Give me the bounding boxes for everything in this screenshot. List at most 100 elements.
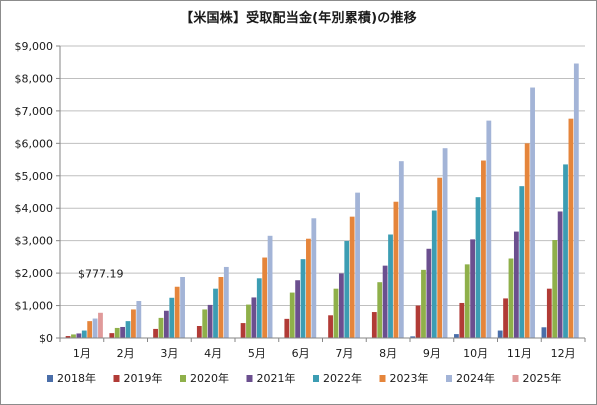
bar-2018年-9月 <box>410 336 416 338</box>
x-tick-label: 9月 <box>423 347 441 360</box>
bar-2020年-5月 <box>246 304 251 338</box>
bar-2020年-6月 <box>289 292 295 338</box>
x-tick-label: 3月 <box>160 347 178 360</box>
bar-2022年-3月 <box>169 297 175 338</box>
bar-2019年-3月 <box>153 328 158 338</box>
bar-2023年-2月 <box>131 309 136 338</box>
x-tick-label: 11月 <box>507 347 532 360</box>
bar-2024年-1月 <box>92 318 98 338</box>
axes <box>56 45 586 342</box>
bar-2019年-10月 <box>459 302 465 338</box>
bar-2021年-7月 <box>338 273 344 338</box>
bar-2024年-3月 <box>180 277 185 338</box>
x-tick-label: 10月 <box>463 347 488 360</box>
bar-2021年-8月 <box>382 265 388 338</box>
x-tick-label: 1月 <box>73 347 91 360</box>
y-tick-label: $6,000 <box>15 137 54 150</box>
y-tick-labels: $0 $1,000 $2,000 $3,000 $4,000 $5,000 $6,000 $7… <box>15 40 54 345</box>
bar-2019年-5月 <box>240 323 246 338</box>
y-tick-label: $9,000 <box>15 40 54 53</box>
bar-2023年-11月 <box>524 143 530 338</box>
bar-2021年-11月 <box>513 231 519 338</box>
bar-2020年-8月 <box>377 282 383 338</box>
bar-2022年-10月 <box>475 197 481 338</box>
bar-2022年-11月 <box>519 186 525 338</box>
y-tick-label: $8,000 <box>15 72 54 85</box>
bar-2023年-12月 <box>568 118 574 338</box>
legend-swatch-2024年 <box>446 375 452 382</box>
bar-2022年-2月 <box>125 321 131 338</box>
y-tick-label: $7,000 <box>15 105 54 118</box>
bar-2019年-9月 <box>415 305 421 338</box>
y-tick-label: $1,000 <box>15 300 54 313</box>
y-tick-label: $3,000 <box>15 235 54 248</box>
bar-2021年-5月 <box>251 297 257 338</box>
y-tick-label: $4,000 <box>15 202 54 215</box>
bar-2022年-4月 <box>213 288 218 338</box>
bar-2024年-7月 <box>355 192 360 338</box>
bar-2018年-10月 <box>454 334 459 338</box>
bar-2024年-6月 <box>311 218 317 338</box>
bar-2025年-1月 <box>98 312 103 338</box>
bar-2022年-1月 <box>81 330 87 338</box>
gridlines <box>60 45 585 339</box>
bar-2021年-1月 <box>76 333 82 338</box>
legend-label: 2021年 <box>257 371 296 385</box>
x-tick-label: 6月 <box>292 347 310 360</box>
legend-label: 2019年 <box>124 371 163 385</box>
bar-2022年-8月 <box>388 234 393 338</box>
bar-2021年-6月 <box>295 280 301 338</box>
bar-2024年-9月 <box>442 148 448 338</box>
bar-2020年-11月 <box>508 258 514 338</box>
legend-label: 2023年 <box>390 371 429 385</box>
bar-2020年-3月 <box>158 317 164 338</box>
legend-swatch-2023年 <box>379 375 386 382</box>
bar-2019年-6月 <box>284 318 290 338</box>
bar-2018年-11月 <box>497 330 503 338</box>
bar-2024年-11月 <box>530 87 535 338</box>
y-tick-label: $0 <box>39 332 53 345</box>
bar-2020年-9月 <box>421 269 426 338</box>
y-tick-label: $5,000 <box>15 170 54 183</box>
bar-2020年-10月 <box>464 264 470 338</box>
bar-2022年-6月 <box>300 259 306 338</box>
legend-label: 2022年 <box>323 371 362 385</box>
bar-2019年-8月 <box>371 312 377 338</box>
legend-swatch-2018年 <box>47 375 53 382</box>
bar-2024年-10月 <box>486 120 492 338</box>
bar-2023年-4月 <box>218 277 224 338</box>
legend-label: 2020年 <box>190 371 229 385</box>
bar-2023年-5月 <box>262 257 268 338</box>
legend-swatch-2022年 <box>313 375 319 382</box>
bar-2019年-1月 <box>65 336 71 338</box>
x-tick-labels: 1月 2月 3月 4月 5月 6月 7月 8月 9月 10月 11月 12月 <box>73 347 576 360</box>
legend-swatch-2020年 <box>180 375 186 382</box>
bar-2021年-10月 <box>470 239 476 338</box>
x-tick-label: 5月 <box>248 347 266 360</box>
x-tick-label: 7月 <box>335 347 353 360</box>
bar-2019年-12月 <box>546 288 552 338</box>
bar-2021年-3月 <box>163 310 169 338</box>
bar-2024年-4月 <box>223 266 229 338</box>
bar-2022年-9月 <box>431 210 437 338</box>
x-tick-label: 4月 <box>204 347 222 360</box>
bar-2022年-12月 <box>563 164 568 338</box>
bar-2024年-8月 <box>398 161 404 338</box>
bar-2020年-7月 <box>333 288 339 338</box>
annotations: $777.19 <box>78 268 124 281</box>
bar-2023年-7月 <box>349 216 355 338</box>
bar-2023年-1月 <box>87 321 93 338</box>
x-tick-label: 8月 <box>379 347 397 360</box>
bar-2023年-6月 <box>306 238 311 338</box>
x-tick-label: 2月 <box>117 347 135 360</box>
legend-swatch-2021年 <box>246 375 253 382</box>
bar-2020年-1月 <box>71 334 76 338</box>
x-tick-label: 12月 <box>551 347 576 360</box>
bar-2023年-3月 <box>174 286 180 338</box>
legend-swatch-2025年 <box>512 375 519 382</box>
bar-2020年-2月 <box>114 327 120 338</box>
chart-title: 【米国株】受取配当金(年別累積)の推移 <box>180 11 417 26</box>
legend-label: 2024年 <box>456 371 495 385</box>
bar-2021年-2月 <box>120 326 126 338</box>
